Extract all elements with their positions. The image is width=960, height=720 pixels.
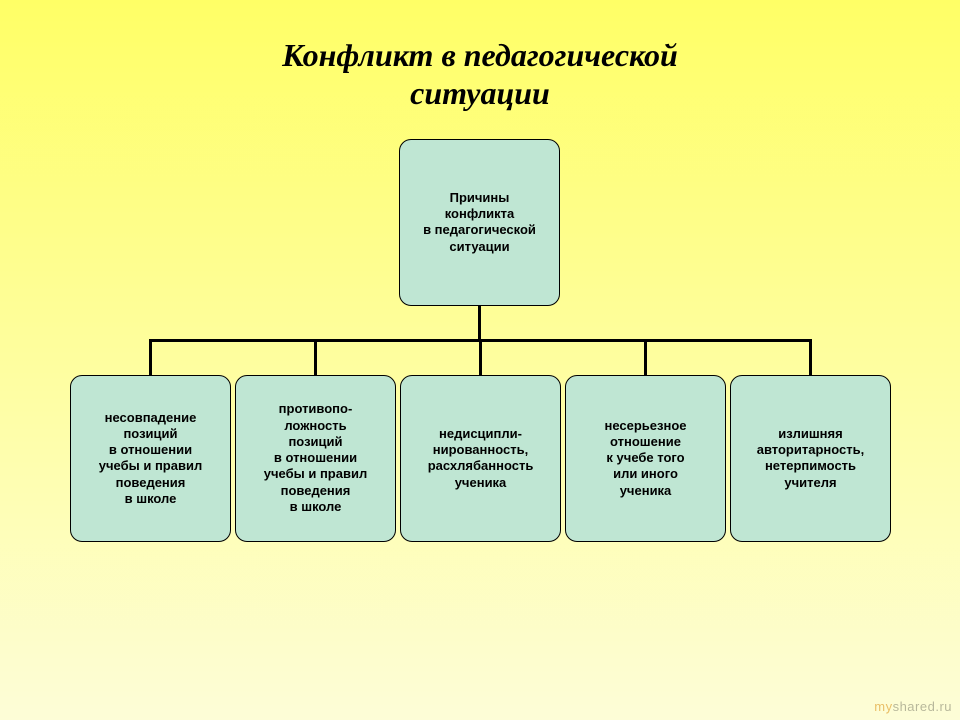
title-line-1: Конфликт в педагогической — [282, 37, 678, 73]
watermark-rest: shared.ru — [893, 699, 952, 714]
child-node-5: излишняяавторитарность,нетерпимостьучите… — [730, 375, 891, 542]
child-node-3-label: недисципли-нированность,расхлябанностьуч… — [428, 426, 534, 491]
connector-drop-4 — [644, 339, 647, 375]
child-node-4: несерьезноеотношениек учебе тогоили иног… — [565, 375, 726, 542]
connector-drop-2 — [314, 339, 317, 375]
child-node-2-label: противопо-ложностьпозицийв отношенииучеб… — [264, 401, 367, 515]
root-node-label: Причиныконфликтав педагогическойситуации — [423, 190, 536, 255]
watermark-prefix: my — [874, 699, 892, 714]
watermark: myshared.ru — [874, 699, 952, 714]
connector-drop-5 — [809, 339, 812, 375]
connector-root-stem — [478, 306, 481, 341]
hierarchy-diagram: Причиныконфликтав педагогическойситуации… — [0, 139, 960, 562]
child-node-1: несовпадениепозицийв отношенииучебы и пр… — [70, 375, 231, 542]
child-node-1-label: несовпадениепозицийв отношенииучебы и пр… — [99, 410, 202, 508]
slide-title: Конфликт в педагогической ситуации — [0, 0, 960, 113]
child-node-3: недисципли-нированность,расхлябанностьуч… — [400, 375, 561, 542]
slide-content: Конфликт в педагогической ситуации Причи… — [0, 0, 960, 720]
child-node-2: противопо-ложностьпозицийв отношенииучеб… — [235, 375, 396, 542]
root-node: Причиныконфликтав педагогическойситуации — [399, 139, 560, 306]
connector-drop-1 — [149, 339, 152, 375]
child-node-5-label: излишняяавторитарность,нетерпимостьучите… — [757, 426, 864, 491]
child-node-4-label: несерьезноеотношениек учебе тогоили иног… — [604, 418, 686, 499]
title-line-2: ситуации — [410, 75, 550, 111]
connector-drop-3 — [479, 339, 482, 375]
